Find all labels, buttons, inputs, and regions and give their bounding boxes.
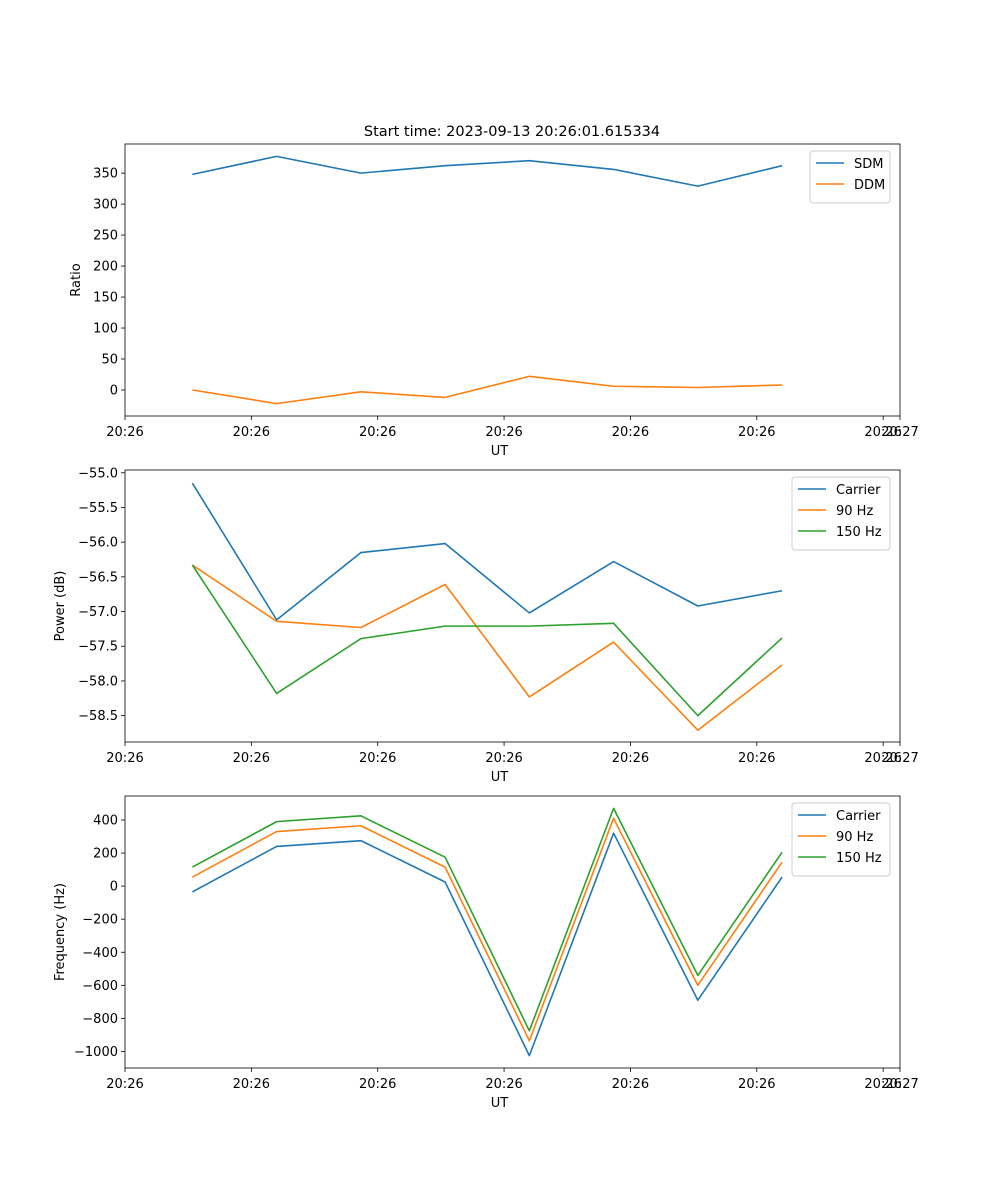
x-tick-label: 20:26 xyxy=(233,751,270,766)
x-tick-label: 20:26 xyxy=(485,425,522,440)
legend: Carrier 90 Hz 150 Hz xyxy=(791,476,891,551)
y-tick-label: −58.0 xyxy=(78,674,118,689)
y-tick-label: 400 xyxy=(93,813,118,828)
x-tick-label: 20:26 xyxy=(864,1077,901,1092)
x-tick-label: 20:26 xyxy=(359,751,396,766)
y-tick-label: 200 xyxy=(93,260,118,275)
y-tick-label: −56.0 xyxy=(78,536,118,551)
x-tick-label: 20:26 xyxy=(612,751,649,766)
series-line-90-hz xyxy=(192,817,783,1042)
y-axis-label: Power (dB) xyxy=(53,571,68,642)
legend-label: Carrier xyxy=(836,809,881,824)
x-tick-label: 20:26 xyxy=(359,1077,396,1092)
x-tick-label: 20:26 xyxy=(612,1077,649,1092)
x-tick-label: 20:26 xyxy=(233,1077,270,1092)
series-line-sdm xyxy=(192,155,783,187)
y-tick-label: −800 xyxy=(82,1012,118,1027)
y-tick-label: 100 xyxy=(93,322,118,337)
y-tick-label: −200 xyxy=(82,913,118,928)
axes-frame xyxy=(124,795,901,1069)
legend: Carrier 90 Hz 150 Hz xyxy=(791,802,891,877)
y-tick-label: 0 xyxy=(110,383,118,398)
x-tick-label: 20:27 xyxy=(881,425,918,440)
x-tick-label: 20:26 xyxy=(738,425,775,440)
y-tick-label: 150 xyxy=(93,291,118,306)
legend: SDM DDM xyxy=(809,150,891,204)
legend-label: Carrier xyxy=(836,483,881,498)
legend-label: SDM xyxy=(854,157,883,172)
axes-frame xyxy=(124,143,901,417)
legend-label: DDM xyxy=(854,178,885,193)
x-tick-label: 20:26 xyxy=(485,751,522,766)
chart-panel-2: −55.0 −55.5 −56.0 −56.5 −57.0 −57.5 −58.0 −58.5… xyxy=(53,466,919,785)
y-tick-label: −600 xyxy=(82,979,118,994)
y-tick-label: 200 xyxy=(93,847,118,862)
y-axis-label: Frequency (Hz) xyxy=(53,883,68,981)
legend-label: 150 Hz xyxy=(836,525,882,540)
legend-label: 150 Hz xyxy=(836,851,882,866)
series-line-150-hz xyxy=(192,807,783,1032)
x-tick-label: 20:26 xyxy=(233,425,270,440)
x-axis-label: UT xyxy=(491,1096,509,1111)
legend-label: 90 Hz xyxy=(836,830,873,845)
x-axis-label: UT xyxy=(491,444,509,459)
y-tick-label: 50 xyxy=(101,352,118,367)
x-tick-label: 20:26 xyxy=(738,1077,775,1092)
x-tick-label: 20:26 xyxy=(106,1077,143,1092)
series-line-ddm xyxy=(192,375,783,405)
x-tick-label: 20:26 xyxy=(106,751,143,766)
x-tick-label: 20:26 xyxy=(864,751,901,766)
axes-frame xyxy=(124,469,901,743)
figure-title: Start time: 2023-09-13 20:26:01.615334 xyxy=(364,124,660,140)
legend-label: 90 Hz xyxy=(836,504,873,519)
y-tick-label: −57.0 xyxy=(78,605,118,620)
x-tick-label: 20:27 xyxy=(881,751,918,766)
x-tick-label: 20:26 xyxy=(359,425,396,440)
x-axis-label: UT xyxy=(491,770,509,785)
legend-box xyxy=(809,150,891,204)
series-line-150-hz xyxy=(191,564,783,717)
y-tick-label: 350 xyxy=(93,167,118,182)
y-tick-label: 250 xyxy=(93,229,118,244)
series-line-carrier xyxy=(191,482,783,621)
x-tick-label: 20:26 xyxy=(738,751,775,766)
y-tick-label: 0 xyxy=(110,880,118,895)
x-tick-label: 20:26 xyxy=(106,425,143,440)
x-tick-label: 20:26 xyxy=(485,1077,522,1092)
y-tick-label: −55.5 xyxy=(78,501,118,516)
series-line-90-hz xyxy=(191,564,783,732)
y-tick-label: −56.5 xyxy=(78,570,118,585)
y-axis-label: Ratio xyxy=(69,263,84,296)
x-tick-label: 20:26 xyxy=(864,425,901,440)
x-tick-label: 20:26 xyxy=(612,425,649,440)
y-tick-label: −1000 xyxy=(74,1045,118,1060)
y-tick-label: 300 xyxy=(93,198,118,213)
x-tick-label: 20:27 xyxy=(881,1077,918,1092)
y-tick-label: −57.5 xyxy=(78,640,118,655)
series-line-carrier xyxy=(192,832,783,1057)
y-tick-label: −58.5 xyxy=(78,709,118,724)
y-tick-label: −55.0 xyxy=(78,466,118,481)
y-tick-label: −400 xyxy=(82,946,118,961)
